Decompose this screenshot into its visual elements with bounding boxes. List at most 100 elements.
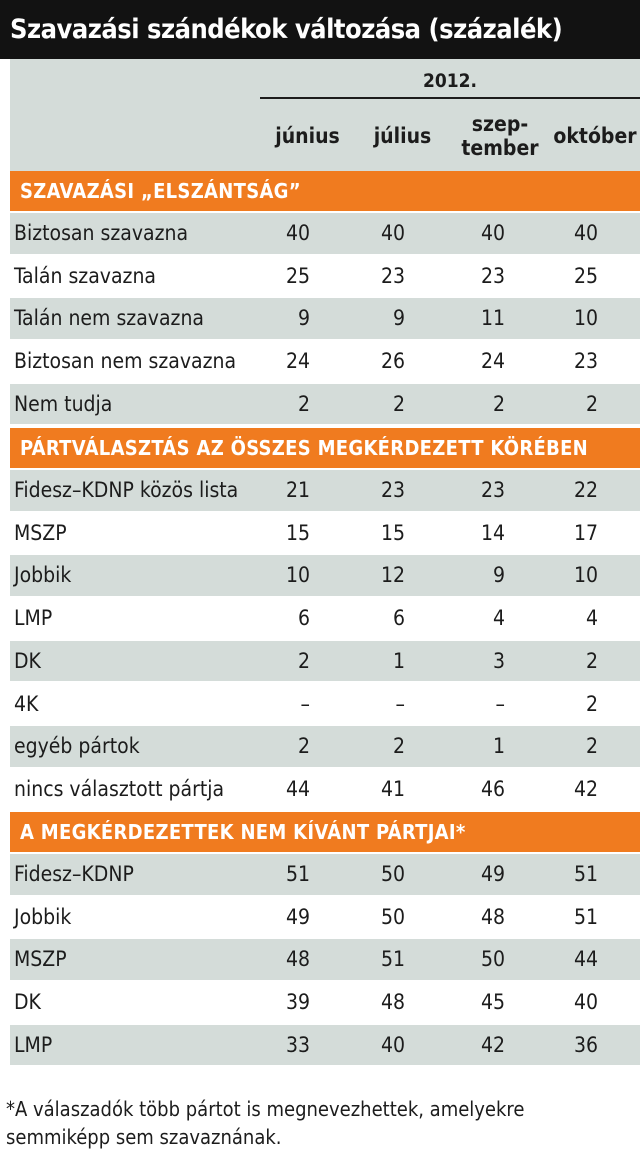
row-label: Fidesz–KDNP — [14, 862, 134, 886]
table-cell: 49 — [480, 862, 505, 886]
row-label: 4K — [14, 691, 39, 716]
table-cell: 9 — [492, 563, 505, 588]
table-cell: 23 — [573, 349, 598, 374]
table-row: Fidesz–KDNP 51 50 49 51 — [10, 852, 640, 895]
table-cell: 17 — [573, 520, 598, 545]
column-header-june: június — [275, 124, 340, 148]
table-row: Jobbik 49 50 48 51 — [10, 894, 640, 938]
row-label: MSZP — [14, 520, 67, 545]
row-label: Biztosan szavazna — [14, 221, 189, 245]
table-cell: 44 — [573, 947, 598, 972]
table-cell: 48 — [380, 990, 405, 1015]
table-cell: 50 — [380, 862, 405, 886]
table-header: 2012. június július szep- tember október — [10, 59, 640, 171]
table-cell: 23 — [380, 478, 405, 502]
row-label: LMP — [14, 1032, 53, 1057]
table-cell: 2 — [585, 691, 598, 716]
table-cell: 2 — [297, 734, 310, 759]
table-cell: 11 — [480, 306, 505, 331]
table-cell: 40 — [285, 221, 310, 245]
table-cell: 2 — [585, 648, 598, 673]
table-title: Szavazási szándékok változása (százalék) — [0, 0, 640, 59]
table-cell: 50 — [380, 904, 405, 929]
table-row: Biztosan szavazna 40 40 40 40 — [10, 211, 640, 254]
table-row: LMP 33 40 42 36 — [10, 1022, 640, 1066]
table-row: nincs választott pártja 44 41 46 42 — [10, 766, 640, 810]
section-heading: A MEGKÉRDEZETTEK NEM KÍVÁNT PÁRTJAI* — [10, 812, 640, 852]
table-cell: 33 — [285, 1032, 310, 1057]
row-label: LMP — [14, 606, 53, 631]
table-row: MSZP 15 15 14 17 — [10, 510, 640, 554]
table-cell: 40 — [380, 1032, 405, 1057]
table-cell: 39 — [285, 990, 310, 1015]
table-cell: – — [495, 691, 505, 716]
section-heading: PÁRTVÁLASZTÁS AZ ÖSSZES MEGKÉRDEZETT KÖR… — [10, 428, 640, 468]
table-cell: 2 — [297, 391, 310, 416]
table-row: DK 39 48 45 40 — [10, 980, 640, 1023]
table-cell: 4 — [492, 606, 505, 631]
table-cell: 2 — [585, 391, 598, 416]
table-cell: 10 — [573, 306, 598, 331]
table-row: Jobbik 10 12 9 10 — [10, 553, 640, 597]
table-cell: 40 — [573, 990, 598, 1015]
table-cell: 23 — [480, 263, 505, 288]
table-cell: – — [300, 691, 310, 716]
row-label: Talán nem szavazna — [14, 306, 205, 331]
footnote: *A válaszadók több pártot is megnevezhet… — [6, 1097, 525, 1149]
row-label: Nem tudja — [14, 391, 113, 416]
table-row: Talán szavazna 25 23 23 25 — [10, 253, 640, 297]
table-row: 4K – – – 2 — [10, 681, 640, 725]
table-cell: 24 — [285, 349, 310, 374]
table-cell: 1 — [392, 648, 405, 673]
table-cell: 51 — [380, 947, 405, 972]
table-cell: 46 — [480, 776, 505, 801]
table-row: egyéb pártok 2 2 1 2 — [10, 724, 640, 767]
table-cell: 40 — [380, 221, 405, 245]
table-cell: 15 — [285, 520, 310, 545]
row-label: Biztosan nem szavazna — [14, 349, 237, 374]
table-cell: 45 — [480, 990, 505, 1015]
table-cell: 51 — [573, 904, 598, 929]
table-cell: 42 — [573, 776, 598, 801]
table-cell: 2 — [297, 648, 310, 673]
row-label: Jobbik — [14, 563, 72, 588]
table-row: Talán nem szavazna 9 9 11 10 — [10, 296, 640, 340]
row-label: Fidesz–KDNP közös lista — [14, 478, 239, 502]
table-cell: 26 — [380, 349, 405, 374]
table-row: Biztosan nem szavazna 24 26 24 23 — [10, 339, 640, 382]
table-cell: 44 — [285, 776, 310, 801]
row-label: Talán szavazna — [14, 263, 156, 288]
table-cell: 14 — [480, 520, 505, 545]
table-cell: 23 — [380, 263, 405, 288]
table-cell: 12 — [380, 563, 405, 588]
table-row: LMP 6 6 4 4 — [10, 596, 640, 639]
table-cell: 23 — [480, 478, 505, 502]
table-cell: 2 — [392, 734, 405, 759]
table-cell: 6 — [392, 606, 405, 631]
table-row: DK 2 1 3 2 — [10, 638, 640, 682]
column-header-september: szep- tember — [461, 112, 539, 160]
table-cell: 49 — [285, 904, 310, 929]
row-label: DK — [14, 648, 41, 673]
table-cell: 42 — [480, 1032, 505, 1057]
row-label: egyéb pártok — [14, 734, 140, 759]
table-row: Nem tudja 2 2 2 2 — [10, 381, 640, 425]
table-row: Fidesz–KDNP közös lista 21 23 23 22 — [10, 468, 640, 511]
table-cell: 1 — [492, 734, 505, 759]
table-cell: 48 — [285, 947, 310, 972]
table-cell: 41 — [380, 776, 405, 801]
table-cell: 50 — [480, 947, 505, 972]
table-cell: 6 — [297, 606, 310, 631]
row-label: nincs választott pártja — [14, 776, 225, 801]
table-row: MSZP 48 51 50 44 — [10, 937, 640, 981]
table-cell: 9 — [297, 306, 310, 331]
table-cell: 2 — [392, 391, 405, 416]
column-header-july: július — [373, 124, 432, 148]
table-cell: 2 — [492, 391, 505, 416]
table-cell: 40 — [573, 221, 598, 245]
year-header: 2012. — [260, 59, 640, 99]
table-cell: 15 — [380, 520, 405, 545]
table-cell: – — [395, 691, 405, 716]
row-label: DK — [14, 990, 41, 1015]
table-cell: 36 — [573, 1032, 598, 1057]
